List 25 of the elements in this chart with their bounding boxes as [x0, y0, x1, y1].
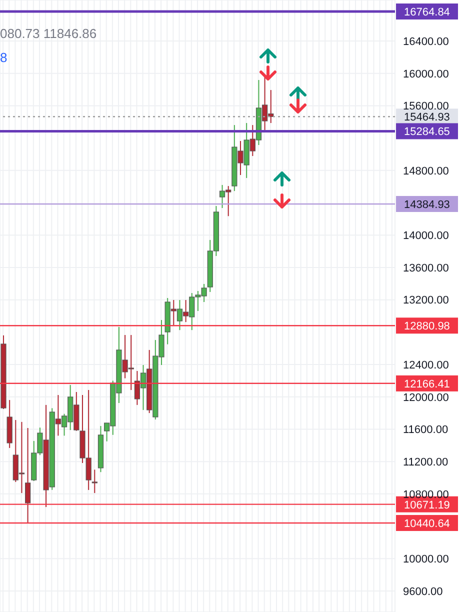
annotation: 080.73 11846.86	[0, 26, 97, 41]
ref-line-label: 12880.98	[404, 320, 450, 333]
y-tick-label: 14000.00	[403, 230, 449, 242]
y-tick-label: 9600.00	[403, 586, 443, 598]
y-tick-label: 16000.00	[403, 68, 449, 80]
candlestick	[25, 428, 31, 524]
ref-line-label: 12166.41	[404, 378, 450, 390]
ref-line-label: 14384.93	[404, 198, 450, 211]
y-tick-label: 14800.00	[403, 165, 449, 178]
y-tick-label: 12000.00	[403, 392, 449, 404]
y-tick-label: 11200.00	[403, 456, 448, 468]
y-tick-label: 10000.00	[403, 554, 449, 566]
ref-line-label: 15464.93	[404, 112, 450, 124]
y-tick-label: 12400.00	[403, 359, 449, 372]
y-tick-label: 11600.00	[403, 424, 448, 436]
annotation: 8	[0, 50, 8, 65]
y-tick-label: 13200.00	[403, 294, 449, 307]
ref-line-label: 15284.65	[404, 126, 450, 138]
y-tick-label: 13600.00	[403, 262, 449, 274]
ref-line-label: 16764.84	[404, 6, 450, 18]
ref-line-label: 10671.19	[404, 499, 450, 512]
y-tick-label: 16400.00	[403, 36, 449, 48]
y-tick-label: 15600.00	[403, 100, 449, 113]
ref-line-label: 10440.64	[404, 518, 450, 530]
candlestick	[92, 469, 98, 494]
